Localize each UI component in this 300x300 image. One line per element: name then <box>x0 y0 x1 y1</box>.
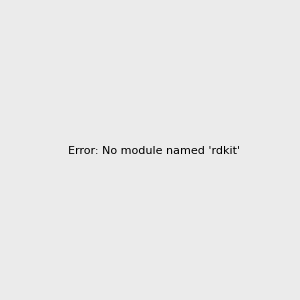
Text: Error: No module named 'rdkit': Error: No module named 'rdkit' <box>68 146 240 157</box>
